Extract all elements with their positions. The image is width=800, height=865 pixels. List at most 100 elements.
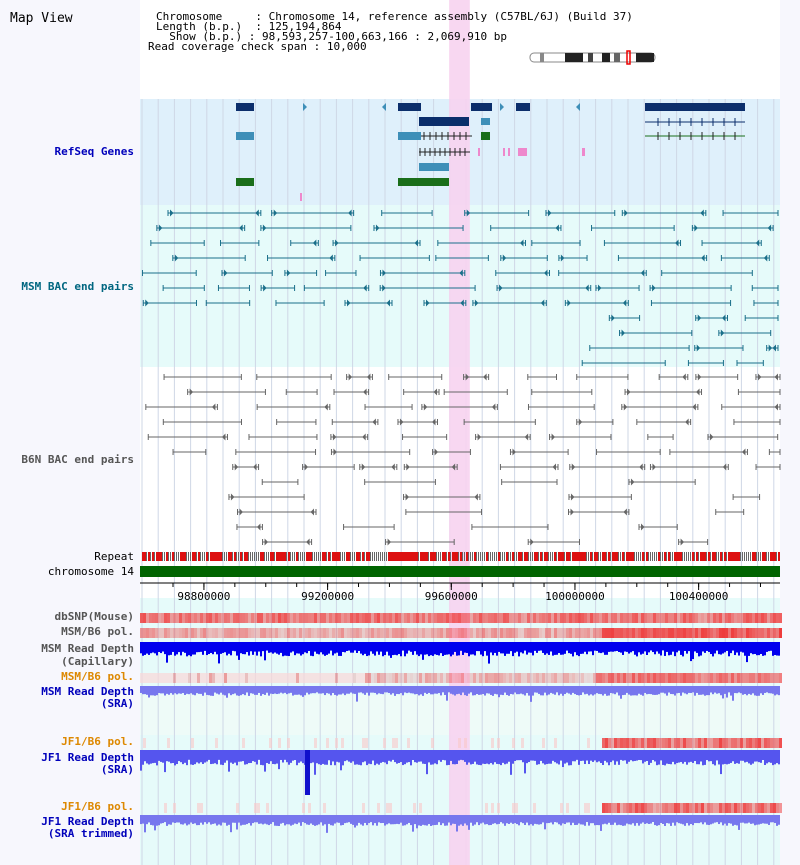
msm-capillary-depth-bar xyxy=(510,642,512,652)
dbsnp-density xyxy=(326,613,329,623)
repeat-mark xyxy=(286,552,287,561)
jf1-pol-trim-density xyxy=(323,803,326,813)
jf1-sra-depth-bar xyxy=(186,750,188,766)
repeat-mark xyxy=(604,552,606,561)
msm-sra-depth-bar xyxy=(688,686,690,693)
pol-density xyxy=(446,628,449,638)
jf1-trim-depth-bar xyxy=(642,815,644,823)
msm-sra-depth-bar xyxy=(382,686,384,695)
pol-density xyxy=(401,628,404,638)
msm-sra-depth-bar xyxy=(374,686,376,693)
repeat-mark xyxy=(230,552,232,561)
track-label-jf1-b6-pol-2[interactable]: JF1/B6 pol. xyxy=(61,800,134,813)
dbsnp-density xyxy=(374,613,377,623)
jf1-trim-depth-bar xyxy=(288,815,290,825)
gene-fragment xyxy=(300,193,302,201)
msm-capillary-depth-bar xyxy=(246,642,248,653)
strand-arrow xyxy=(570,493,575,501)
jf1-sra-depth-bar xyxy=(274,750,276,765)
msm-pol-sra-density xyxy=(461,673,464,683)
repeat-mark xyxy=(650,552,651,561)
msm-sra-depth-bar xyxy=(606,686,608,696)
jf1-sra-depth-bar xyxy=(412,750,414,761)
track-label-dbsnp[interactable]: dbSNP(Mouse) xyxy=(54,610,134,623)
dbsnp-density xyxy=(656,613,659,623)
jf1-sra-depth-bar xyxy=(628,750,630,762)
msm-capillary-depth-bar xyxy=(426,642,428,655)
jf1-sra-depth-bar xyxy=(256,750,258,765)
msm-sra-depth-bar xyxy=(618,686,620,696)
repeat-mark xyxy=(548,552,549,561)
msm-capillary-depth-bar xyxy=(418,642,420,657)
jf1-trim-depth-bar xyxy=(612,815,614,825)
track-label-repeat[interactable]: Repeat xyxy=(94,550,134,563)
msm-sra-depth-bar xyxy=(180,686,182,694)
msm-sra-depth-bar xyxy=(730,686,732,696)
track-label-chromosome[interactable]: chromosome 14 xyxy=(47,565,134,578)
repeat-mark xyxy=(156,552,158,561)
repeat-mark xyxy=(146,552,147,561)
gene-block xyxy=(398,103,421,111)
jf1-sra-depth-bar xyxy=(174,750,176,766)
repeat-mark xyxy=(198,552,200,561)
msm-sra-depth-bar xyxy=(474,686,476,696)
length-info: Length (b.p.) : 125,194,864 xyxy=(156,20,342,33)
msm-capillary-depth-bar xyxy=(308,642,310,651)
jf1-pol-density xyxy=(620,738,623,748)
jf1-trim-depth-bar xyxy=(210,815,212,825)
track-label-msm-bac[interactable]: MSM BAC end pairs xyxy=(21,280,134,293)
strand-arrow xyxy=(211,403,216,411)
track-label-jf1-depth-sra[interactable]: JF1 Read Depth xyxy=(41,751,134,764)
msm-sra-depth-bar xyxy=(260,686,262,696)
msm-pol-sra-density xyxy=(710,673,713,683)
jf1-pol-trim-density xyxy=(584,803,587,813)
jf1-sra-depth-bar xyxy=(352,750,354,762)
track-label-msm-b6-pol-2[interactable]: MSM/B6 pol. xyxy=(61,670,134,683)
track-label-msm-depth-sra[interactable]: MSM Read Depth xyxy=(41,685,134,698)
track-label-refseq[interactable]: RefSeq Genes xyxy=(54,145,134,158)
msm-pol-sra-density xyxy=(260,673,263,683)
msm-sra-depth-bar xyxy=(314,686,316,694)
msm-sra-depth-bar xyxy=(278,686,280,694)
pol-density xyxy=(662,628,665,638)
msm-pol-sra-density xyxy=(647,673,650,683)
msm-capillary-depth-bar xyxy=(208,642,210,655)
jf1-pol-trim-density xyxy=(734,803,737,813)
msm-sra-depth-bar xyxy=(740,686,742,694)
jf1-pol-density xyxy=(671,738,674,748)
jf1-pol-trim-density xyxy=(605,803,608,813)
track-label-jf1-depth-trimmed[interactable]: JF1 Read Depth xyxy=(41,815,134,828)
jf1-sra-depth-bar xyxy=(614,750,616,765)
msm-capillary-depth-bar xyxy=(164,642,166,655)
track-label-msm-b6-pol[interactable]: MSM/B6 pol. xyxy=(61,625,134,638)
msm-sra-depth-bar xyxy=(628,686,630,695)
jf1-trim-depth-bar xyxy=(728,815,730,824)
jf1-sra-depth-bar xyxy=(232,750,234,764)
msm-capillary-depth-bar xyxy=(738,642,740,656)
msm-pol-sra-density xyxy=(563,673,566,683)
msm-pol-sra-density xyxy=(632,673,635,683)
msm-capillary-depth-bar xyxy=(706,642,708,651)
strand-arrow xyxy=(578,418,583,426)
msm-sra-depth-bar xyxy=(462,686,464,693)
msm-pol-sra-density xyxy=(158,673,161,683)
jf1-trim-depth-bar xyxy=(766,815,768,824)
msm-pol-sra-density xyxy=(140,673,143,683)
pol-density xyxy=(752,628,755,638)
track-label-msm-depth-capillary[interactable]: MSM Read Depth xyxy=(41,642,134,655)
pol-density xyxy=(305,628,308,638)
dbsnp-density xyxy=(686,613,689,623)
pol-density xyxy=(407,628,410,638)
track-label-jf1-b6-pol[interactable]: JF1/B6 pol. xyxy=(61,735,134,748)
jf1-sra-depth-bar xyxy=(432,750,434,765)
jf1-sra-depth-bar xyxy=(208,750,210,760)
dbsnp-density xyxy=(149,613,152,623)
jf1-trim-depth-bar xyxy=(528,815,530,826)
msm-capillary-depth-bar xyxy=(146,642,148,654)
repeat-mark xyxy=(354,552,355,561)
msm-capillary-depth-bar xyxy=(468,642,470,657)
track-label-b6n-bac[interactable]: B6N BAC end pairs xyxy=(21,453,134,466)
repeat-mark xyxy=(514,552,515,561)
dbsnp-density xyxy=(680,613,683,623)
